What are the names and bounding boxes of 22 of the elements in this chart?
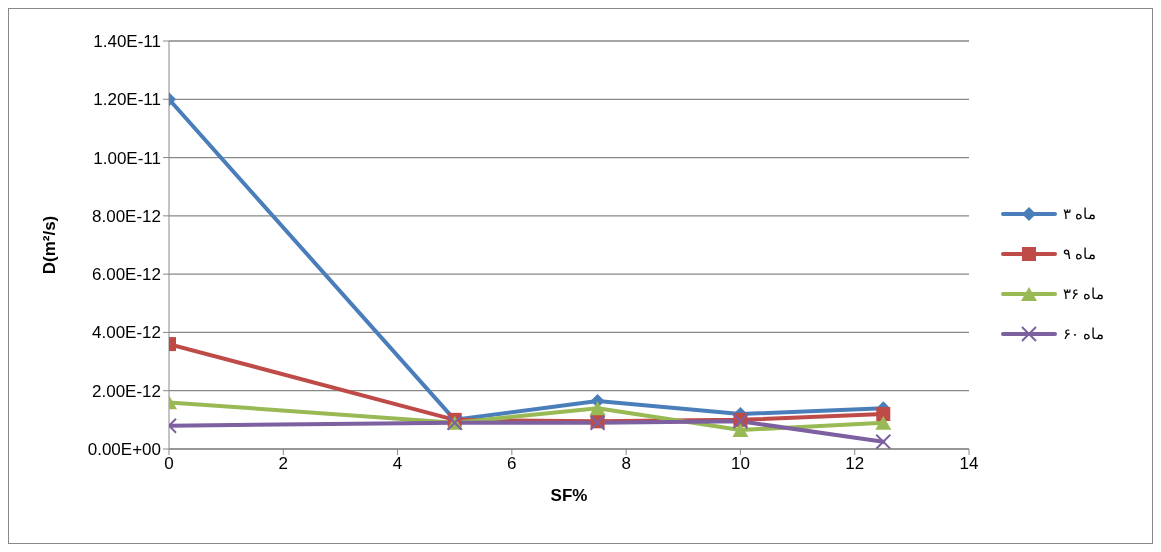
y-tick-label: 8.00E-12	[92, 206, 161, 226]
x-tick-label: 8	[621, 454, 631, 474]
legend-label: ماه ۹	[1063, 245, 1097, 263]
x-tick-label: 2	[278, 454, 289, 474]
x-tick-label: 6	[507, 454, 517, 474]
y-tick-label: 1.00E-11	[93, 148, 161, 168]
x-tick-label: 12	[845, 454, 865, 474]
y-tick-label: 6.00E-12	[92, 265, 161, 285]
legend-label: ماه ۳۶	[1063, 285, 1105, 303]
y-tick-label: 4.00E-12	[92, 323, 161, 343]
x-tick-label: 10	[730, 454, 750, 474]
legend-label: ماه ۳	[1063, 205, 1097, 223]
y-tick-label: 1.20E-11	[93, 90, 161, 110]
x-tick-label: 14	[959, 454, 979, 474]
x-tick-label: 4	[392, 454, 403, 474]
x-axis-title: SF%	[550, 486, 588, 505]
y-tick-label: 0.00E+00	[87, 440, 161, 460]
legend-label: ماه ۶۰	[1063, 325, 1105, 343]
y-tick-label: 1.40E-11	[93, 32, 161, 52]
y-axis-title: D(m²/s)	[40, 215, 60, 275]
y-tick-label: 2.00E-12	[92, 381, 161, 401]
x-tick-label: 0	[164, 454, 174, 474]
